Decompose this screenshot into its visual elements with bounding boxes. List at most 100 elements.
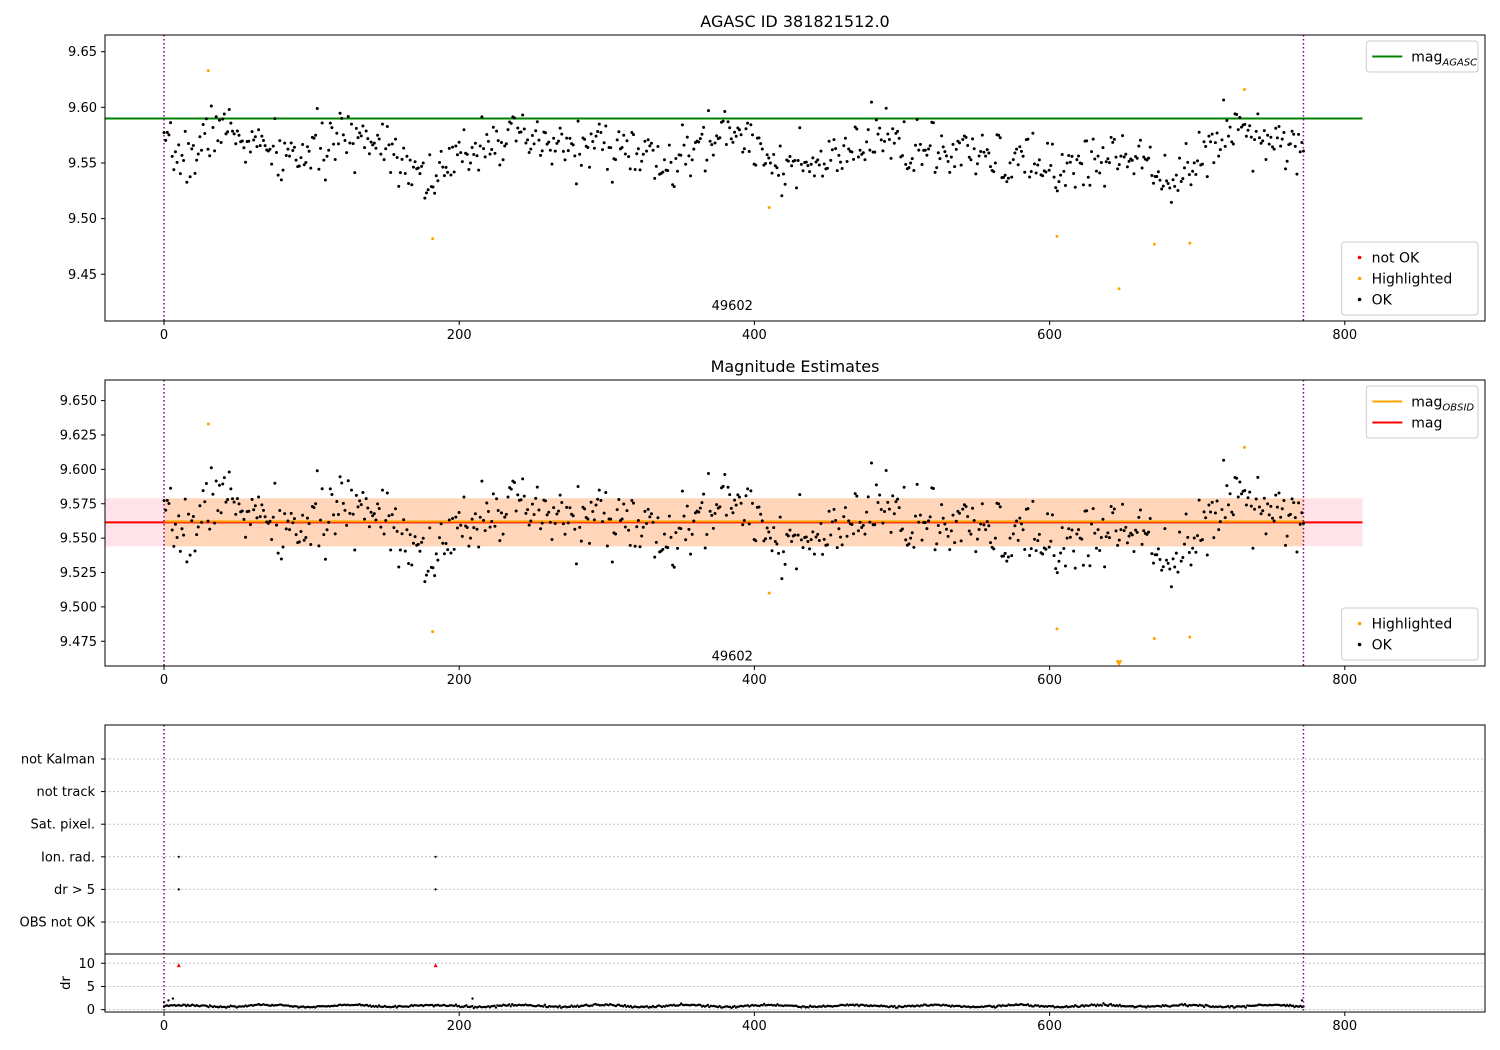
magest-point-ok	[951, 513, 955, 517]
agasc-point-ok	[1132, 172, 1136, 176]
flags-dr-point	[376, 1005, 379, 1009]
flags-dr-point	[1202, 1005, 1206, 1009]
agasc-ytick-label: 9.50	[68, 212, 97, 227]
agasc-point-ok	[1207, 134, 1211, 138]
magest-point-ok	[459, 523, 463, 527]
agasc-point-ok	[858, 148, 862, 152]
flags-dr-point	[718, 1004, 721, 1008]
agasc-point-ok	[1288, 142, 1292, 146]
magest-point-ok	[1197, 498, 1201, 502]
flags-row-label: dr > 5	[54, 883, 95, 898]
agasc-point-ok	[1209, 140, 1213, 144]
agasc-point-ok	[302, 163, 306, 167]
agasc-point-ok	[421, 161, 425, 165]
agasc-point-ok	[530, 133, 534, 137]
agasc-point-ok	[250, 130, 254, 134]
agasc-point-ok	[1169, 200, 1173, 204]
magest-point-ok	[662, 532, 666, 536]
agasc-point-ok	[524, 141, 528, 145]
agasc-point-ok	[208, 154, 212, 158]
magest-point-ok	[1243, 488, 1247, 492]
magest-point-ok	[1112, 507, 1116, 511]
magest-point-ok	[809, 538, 813, 542]
agasc-point-ok	[912, 168, 916, 172]
magest-point-ok	[1150, 552, 1154, 556]
magest-point-ok	[961, 507, 965, 511]
magest-point-ok	[286, 519, 290, 523]
agasc-point-ok	[711, 153, 715, 157]
magest-axes-frame	[104, 379, 1486, 667]
agasc-top-legend-box	[1365, 40, 1479, 73]
magest-point-ok	[1068, 535, 1072, 539]
magest-point-ok	[943, 522, 947, 526]
agasc-point-ok	[454, 144, 458, 148]
agasc-point-ok	[749, 123, 753, 127]
agasc-point-ok	[649, 141, 653, 145]
magest-point-ok	[314, 502, 318, 506]
agasc-point-ok	[488, 152, 492, 156]
magest-ytick-label: 9.475	[60, 635, 97, 650]
magest-point-ok	[1091, 507, 1095, 511]
agasc-point-ok	[173, 150, 177, 154]
magest-point-ok	[1134, 528, 1138, 532]
magest-point-ok	[281, 545, 285, 549]
agasc-point-ok	[865, 140, 869, 144]
agasc-point-ok	[457, 140, 461, 144]
agasc-ytick-label: 9.65	[68, 45, 97, 60]
flags-dr-point	[556, 1006, 560, 1009]
magest-point-ok	[367, 525, 371, 529]
agasc-point-ok	[798, 126, 802, 130]
agasc-point-ok	[643, 139, 647, 143]
magest-point-ok	[649, 512, 653, 516]
agasc-point-ok	[1266, 133, 1270, 137]
magest-point-ok	[1284, 543, 1288, 547]
agasc-point-ok	[402, 146, 406, 150]
magest-point-ok	[1204, 516, 1208, 520]
agasc-point-ok	[341, 133, 345, 137]
magest-ytick-label: 9.525	[60, 566, 97, 581]
magest-point-ok	[490, 519, 494, 523]
magest-point-ok	[928, 515, 932, 519]
magest-point-ok	[1226, 503, 1230, 507]
agasc-point-ok	[299, 156, 303, 160]
flags-xtick-label: 0	[160, 1019, 168, 1034]
magest-point-ok	[1090, 522, 1094, 526]
flags-dr-point	[807, 1006, 810, 1009]
magest-point-ok	[596, 497, 600, 501]
magest-point-ok	[1202, 510, 1206, 514]
magest-point-ok	[914, 514, 918, 518]
magest-point-ok	[297, 540, 301, 544]
agasc-point-ok	[317, 167, 321, 171]
magest-point-ok	[552, 506, 556, 510]
agasc-point-ok	[516, 126, 520, 130]
magest-point-ok	[537, 508, 541, 512]
agasc-point-ok	[252, 138, 256, 142]
agasc-point-ok	[372, 141, 376, 145]
magest-point-ok	[746, 487, 750, 491]
agasc-point-ok	[1085, 139, 1089, 143]
magest-point-ok	[1049, 539, 1053, 543]
magest-point-ok	[723, 473, 727, 477]
agasc-point-ok	[214, 115, 218, 119]
magest-point-ok	[446, 548, 450, 552]
magest-point-ok	[1280, 507, 1284, 511]
agasc-point-ok	[359, 134, 363, 138]
magest-point-ok	[1081, 563, 1085, 567]
magest-point-ok	[566, 521, 570, 525]
agasc-point-ok	[640, 159, 644, 163]
agasc-point-ok	[941, 145, 945, 149]
agasc-point-ok	[1251, 169, 1255, 173]
agasc-point-ok	[211, 125, 215, 129]
agasc-point-ok	[674, 157, 678, 161]
magest-point-ok	[1293, 516, 1297, 520]
magest-point-ok	[863, 532, 867, 536]
flags-dr-point	[454, 1003, 458, 1006]
magest-point-ok	[889, 530, 893, 534]
agasc-point-ok	[1202, 140, 1206, 144]
agasc-point-ok	[273, 117, 277, 121]
agasc-point-ok	[1244, 134, 1248, 138]
magest-point-ok	[814, 535, 818, 539]
magest-point-ok	[1205, 553, 1209, 557]
magest-ytick-label: 9.650	[60, 394, 97, 409]
agasc-point-ok	[561, 149, 565, 153]
